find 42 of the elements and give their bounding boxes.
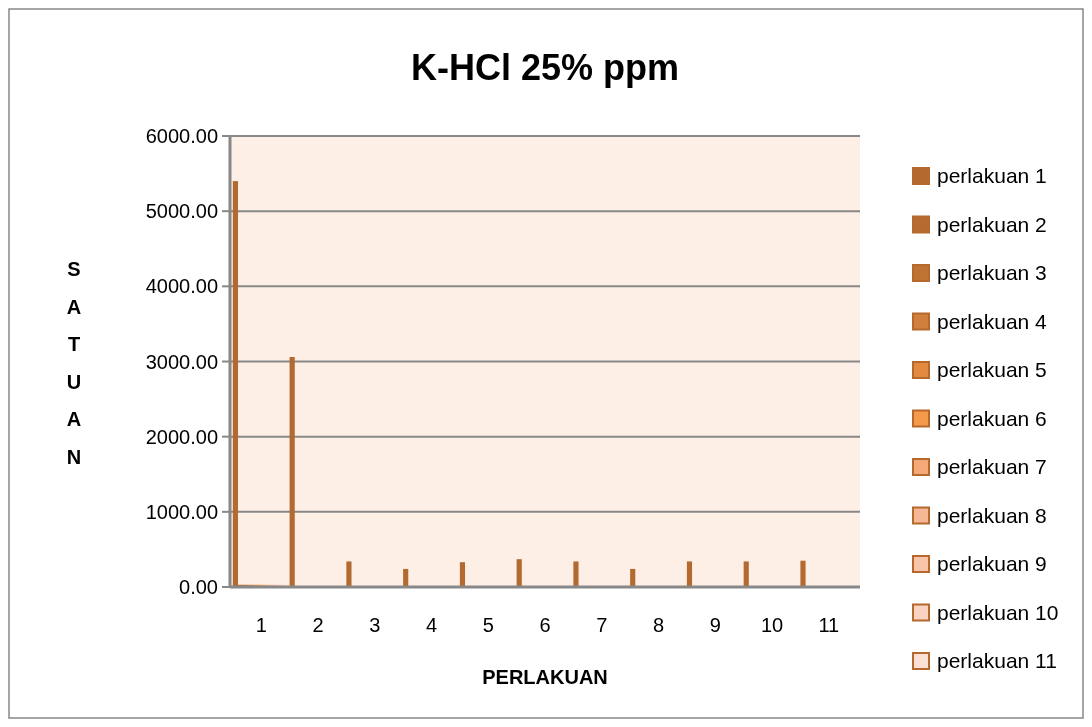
x-tick-label: 2 (312, 614, 324, 636)
legend-label: perlakuan 2 (937, 212, 1047, 236)
bar (289, 356, 295, 587)
y-tick-label: 5000.00 (145, 200, 218, 223)
x-tick-label: 10 (760, 614, 784, 636)
bar (403, 568, 409, 587)
legend-label: perlakuan 1 (937, 164, 1047, 188)
chart-title: K-HCl 25% ppm (410, 47, 680, 88)
y-tick-label: 0.00 (179, 576, 218, 598)
y-tick-label: 4000.00 (145, 275, 218, 298)
x-tick-label: 9 (709, 614, 721, 636)
x-tick-label: 4 (425, 614, 438, 636)
bar (630, 568, 636, 587)
legend-label: perlakuan 8 (937, 503, 1047, 527)
y-axis-title: SATUAN (66, 258, 82, 468)
bar (800, 560, 806, 587)
x-tick-label: 11 (818, 614, 840, 636)
legend-label: perlakuan 9 (937, 552, 1047, 576)
x-tick-label: 1 (255, 614, 267, 636)
x-tick-label: 7 (596, 614, 608, 636)
x-tick-label: 5 (482, 614, 494, 636)
x-axis-title: PERLAKUAN (482, 666, 608, 688)
bar (459, 562, 466, 587)
bar (743, 561, 749, 587)
legend-label: perlakuan 4 (937, 309, 1048, 333)
y-tick-label: 2000.00 (145, 425, 218, 448)
y-tick-label: 6000.00 (145, 125, 218, 147)
y-tick-label: 3000.00 (145, 350, 218, 373)
legend-label: perlakuan 3 (937, 261, 1047, 285)
x-tick-label: 6 (539, 614, 551, 636)
legend-label: perlakuan 5 (937, 358, 1047, 382)
bar (573, 561, 579, 587)
bar (686, 561, 693, 587)
bar (516, 559, 522, 587)
y-tick-label: 1000.00 (145, 500, 218, 523)
x-tick-label: 8 (652, 614, 665, 636)
bar (346, 561, 352, 587)
legend-label: perlakuan 10 (937, 600, 1059, 624)
legend-label: perlakuan 11 (937, 649, 1057, 673)
x-tick-label: 3 (369, 614, 381, 636)
legend-label: perlakuan 6 (937, 406, 1047, 430)
legend-label: perlakuan 7 (937, 455, 1047, 479)
